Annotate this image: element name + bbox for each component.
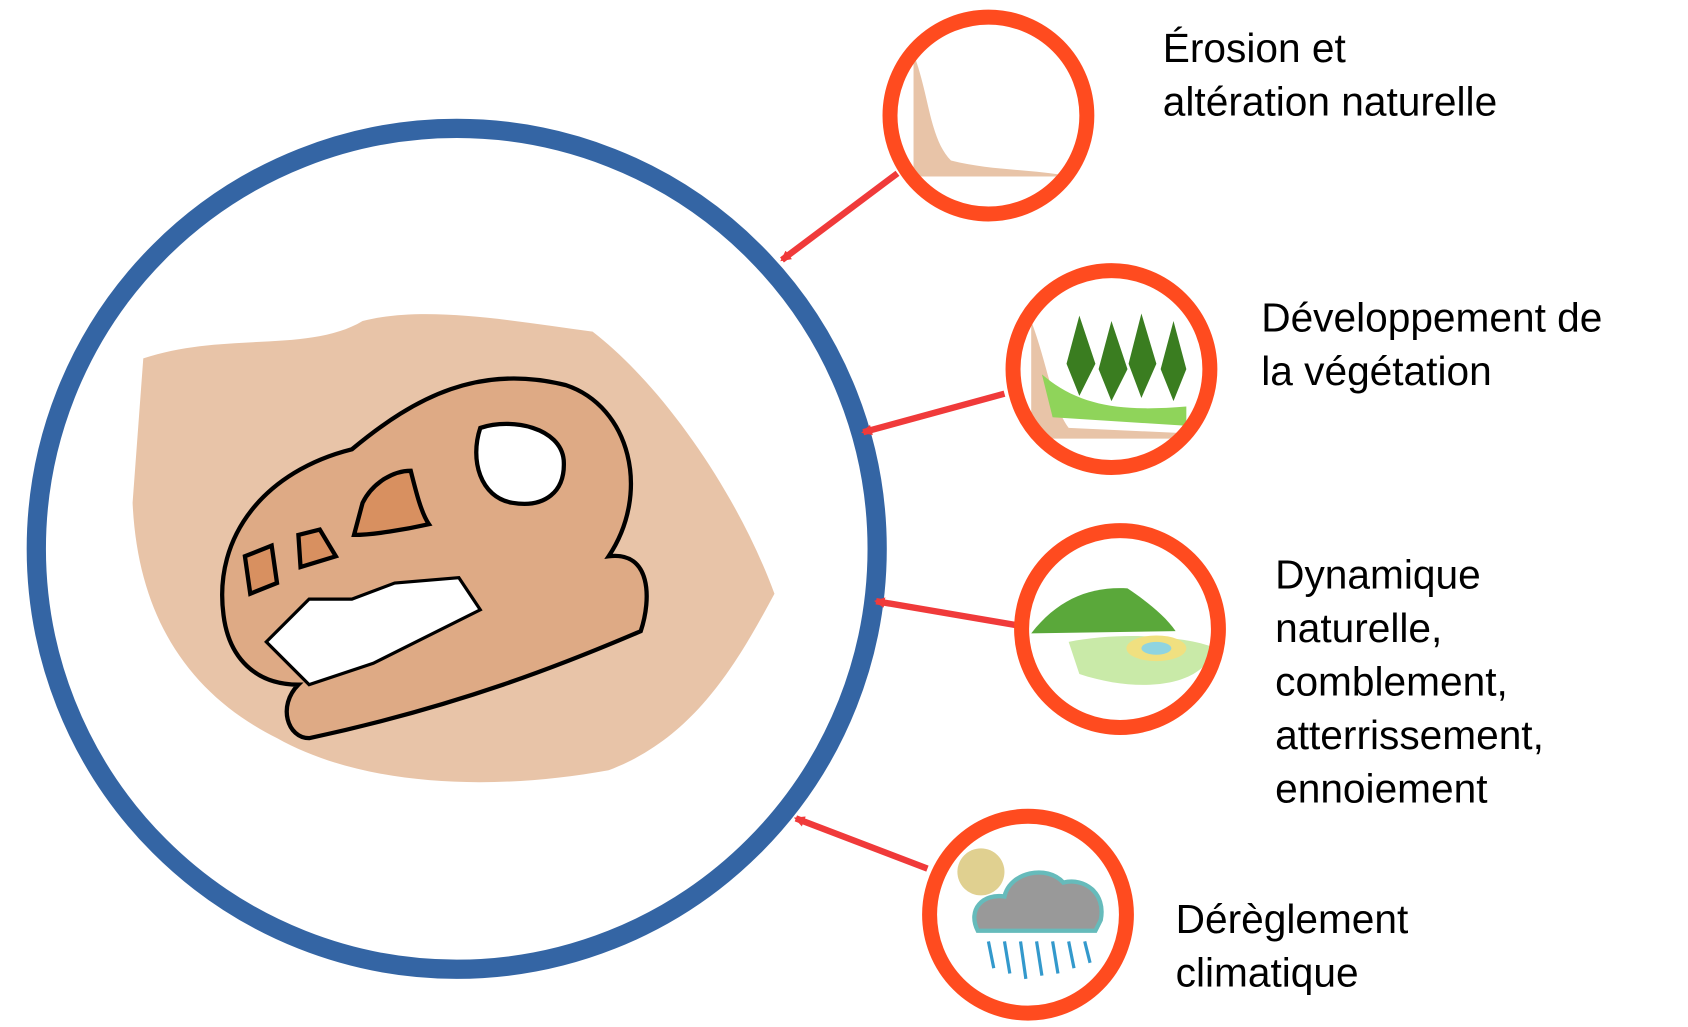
arrows	[780, 170, 1022, 872]
node-label: climatique	[1176, 949, 1359, 995]
node-label: Dérèglement	[1176, 896, 1409, 942]
icon-climate	[922, 808, 1134, 1021]
icon-vegetation	[1005, 263, 1218, 475]
node-label: naturelle,	[1275, 605, 1442, 651]
node-label: Érosion et	[1163, 25, 1346, 71]
node-label: la végétation	[1261, 348, 1491, 394]
node-label: Développement de	[1261, 295, 1602, 341]
node-label: Dynamique	[1275, 551, 1481, 597]
fossil-illustration	[132, 314, 775, 783]
labels: Érosion et altération naturelle Développem…	[1163, 25, 1603, 995]
node-label: comblement,	[1275, 658, 1508, 704]
node-label: ennoiement	[1275, 765, 1487, 811]
node-label: altération naturelle	[1163, 79, 1497, 125]
central-circle	[26, 118, 887, 979]
icon-dynamics	[1014, 523, 1226, 735]
node-label: atterrissement,	[1275, 712, 1544, 758]
icon-erosion	[882, 9, 1095, 222]
